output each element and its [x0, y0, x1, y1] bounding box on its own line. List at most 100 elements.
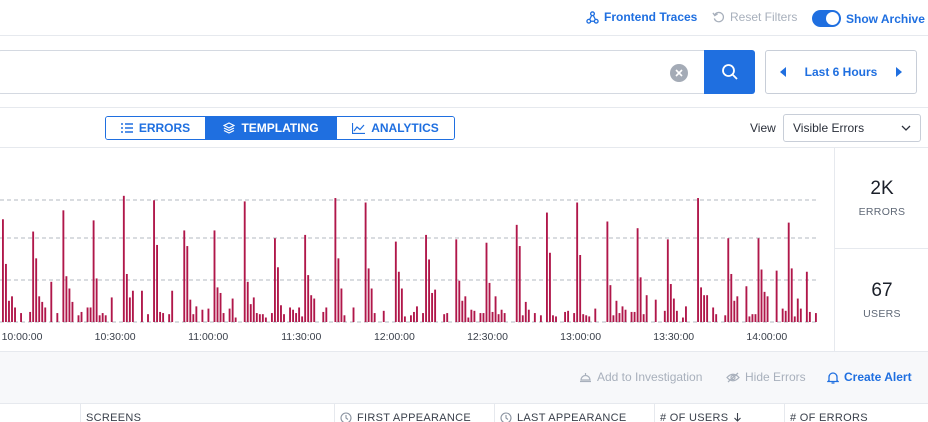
chart-bar[interactable] — [86, 307, 89, 322]
chart-bar[interactable] — [645, 295, 648, 322]
chart-bar[interactable] — [5, 263, 7, 322]
chart-bar[interactable] — [65, 276, 68, 322]
time-range-label[interactable]: Last 6 Hours — [804, 65, 878, 79]
chart-bar[interactable] — [443, 314, 446, 322]
chart-bar[interactable] — [500, 309, 503, 322]
chart-bar[interactable] — [337, 258, 340, 322]
chart-bar[interactable] — [636, 228, 639, 322]
chart-bar[interactable] — [397, 271, 400, 322]
chart-bar[interactable] — [703, 295, 706, 322]
chart-bar[interactable] — [289, 307, 291, 322]
chart-bar[interactable] — [814, 313, 817, 322]
chart-bar[interactable] — [280, 305, 282, 322]
chart-bar[interactable] — [521, 315, 524, 322]
chart-bar[interactable] — [715, 314, 718, 322]
clear-search-button[interactable] — [670, 64, 688, 82]
tab-analytics[interactable]: ANALYTICS — [336, 117, 454, 139]
chart-bar[interactable] — [775, 270, 778, 322]
chart-bar[interactable] — [261, 314, 264, 322]
chart-bar[interactable] — [585, 315, 588, 322]
chart-bar[interactable] — [183, 230, 186, 322]
chart-bar[interactable] — [751, 314, 754, 322]
chart-bar[interactable] — [706, 295, 709, 322]
chart-bar[interactable] — [754, 314, 757, 322]
chart-bar[interactable] — [352, 307, 355, 322]
chart-bar[interactable] — [243, 201, 246, 322]
chart-bar[interactable] — [310, 295, 313, 322]
chart-bar[interactable] — [479, 313, 482, 322]
chart-bar[interactable] — [32, 231, 35, 322]
chart-bar[interactable] — [264, 317, 267, 322]
chart-bar[interactable] — [745, 286, 748, 322]
chart-bar[interactable] — [491, 311, 494, 322]
chart-bar[interactable] — [274, 238, 276, 322]
chart-bar[interactable] — [189, 299, 192, 322]
chart-bar[interactable] — [431, 292, 434, 322]
chart-bar[interactable] — [413, 311, 415, 322]
chart-bar[interactable] — [425, 234, 427, 322]
chart-bar[interactable] — [14, 307, 16, 322]
column-errors[interactable]: # OF ERRORS — [784, 404, 928, 422]
add-to-investigation-button[interactable]: Add to Investigation — [579, 370, 702, 384]
chart-bar[interactable] — [594, 308, 597, 322]
chart-bar[interactable] — [533, 313, 536, 322]
search-button[interactable] — [704, 50, 755, 94]
chart-bar[interactable] — [518, 246, 521, 322]
chart-bar[interactable] — [482, 313, 485, 322]
chart-bar[interactable] — [35, 258, 38, 322]
chart-bar[interactable] — [213, 230, 216, 322]
chart-bar[interactable] — [549, 252, 551, 322]
chart-bar[interactable] — [675, 310, 678, 322]
hide-errors-button[interactable]: Hide Errors — [726, 370, 806, 384]
chart-bar[interactable] — [334, 198, 337, 322]
chart-bar[interactable] — [141, 290, 143, 322]
chart-bar[interactable] — [428, 259, 430, 322]
chart-bar[interactable] — [606, 221, 609, 323]
create-alert-button[interactable]: Create Alert — [827, 370, 912, 384]
chart-bar[interactable] — [639, 277, 642, 322]
chart-bar[interactable] — [222, 313, 225, 322]
chart-bar[interactable] — [488, 282, 491, 322]
chart-bar[interactable] — [763, 291, 766, 322]
chart-bar[interactable] — [11, 296, 13, 322]
chart-bar[interactable] — [192, 314, 195, 322]
chart-bar[interactable] — [234, 317, 237, 322]
chart-bar[interactable] — [682, 317, 684, 322]
chart-bar[interactable] — [147, 314, 149, 322]
chart-bar[interactable] — [524, 301, 527, 322]
chart-bar[interactable] — [416, 306, 418, 322]
chart-bar[interactable] — [503, 313, 506, 322]
chart-bar[interactable] — [246, 281, 249, 322]
frontend-traces-link[interactable]: Frontend Traces — [586, 10, 697, 24]
toggle-switch[interactable] — [812, 10, 841, 27]
chart-bar[interactable] — [98, 315, 101, 322]
chart-bar[interactable] — [153, 200, 155, 322]
chart-bar[interactable] — [301, 316, 304, 322]
chart-bar[interactable] — [799, 308, 802, 322]
chart-bar[interactable] — [733, 300, 736, 322]
chart-bar[interactable] — [38, 296, 41, 322]
chart-bar[interactable] — [515, 224, 518, 322]
chart-bar[interactable] — [485, 242, 488, 322]
column-users[interactable]: # OF USERS — [654, 404, 784, 422]
chart-bar[interactable] — [304, 234, 307, 322]
reset-filters-button[interactable]: Reset Filters — [712, 10, 797, 24]
column-first-appearance[interactable]: FIRST APPEARANCE — [334, 404, 494, 422]
chart-bar[interactable] — [270, 313, 273, 322]
chart-bar[interactable] — [790, 268, 793, 322]
chart-bar[interactable] — [727, 238, 730, 322]
chart-bar[interactable] — [458, 280, 461, 322]
chart-bar[interactable] — [685, 306, 687, 322]
chart-bar[interactable] — [434, 289, 437, 322]
chart-bar[interactable] — [50, 281, 53, 322]
column-last-appearance[interactable]: LAST APPEARANCE — [494, 404, 654, 422]
chart-bar[interactable] — [382, 310, 385, 322]
chart-bar[interactable] — [370, 288, 373, 323]
chart-bar[interactable] — [8, 300, 10, 322]
chart-bar[interactable] — [201, 309, 204, 322]
chart-bar[interactable] — [609, 285, 612, 322]
chart-bar[interactable] — [292, 309, 294, 322]
chart-bar[interactable] — [793, 316, 796, 322]
chart-bar[interactable] — [666, 239, 669, 322]
chart-bar[interactable] — [497, 314, 500, 322]
